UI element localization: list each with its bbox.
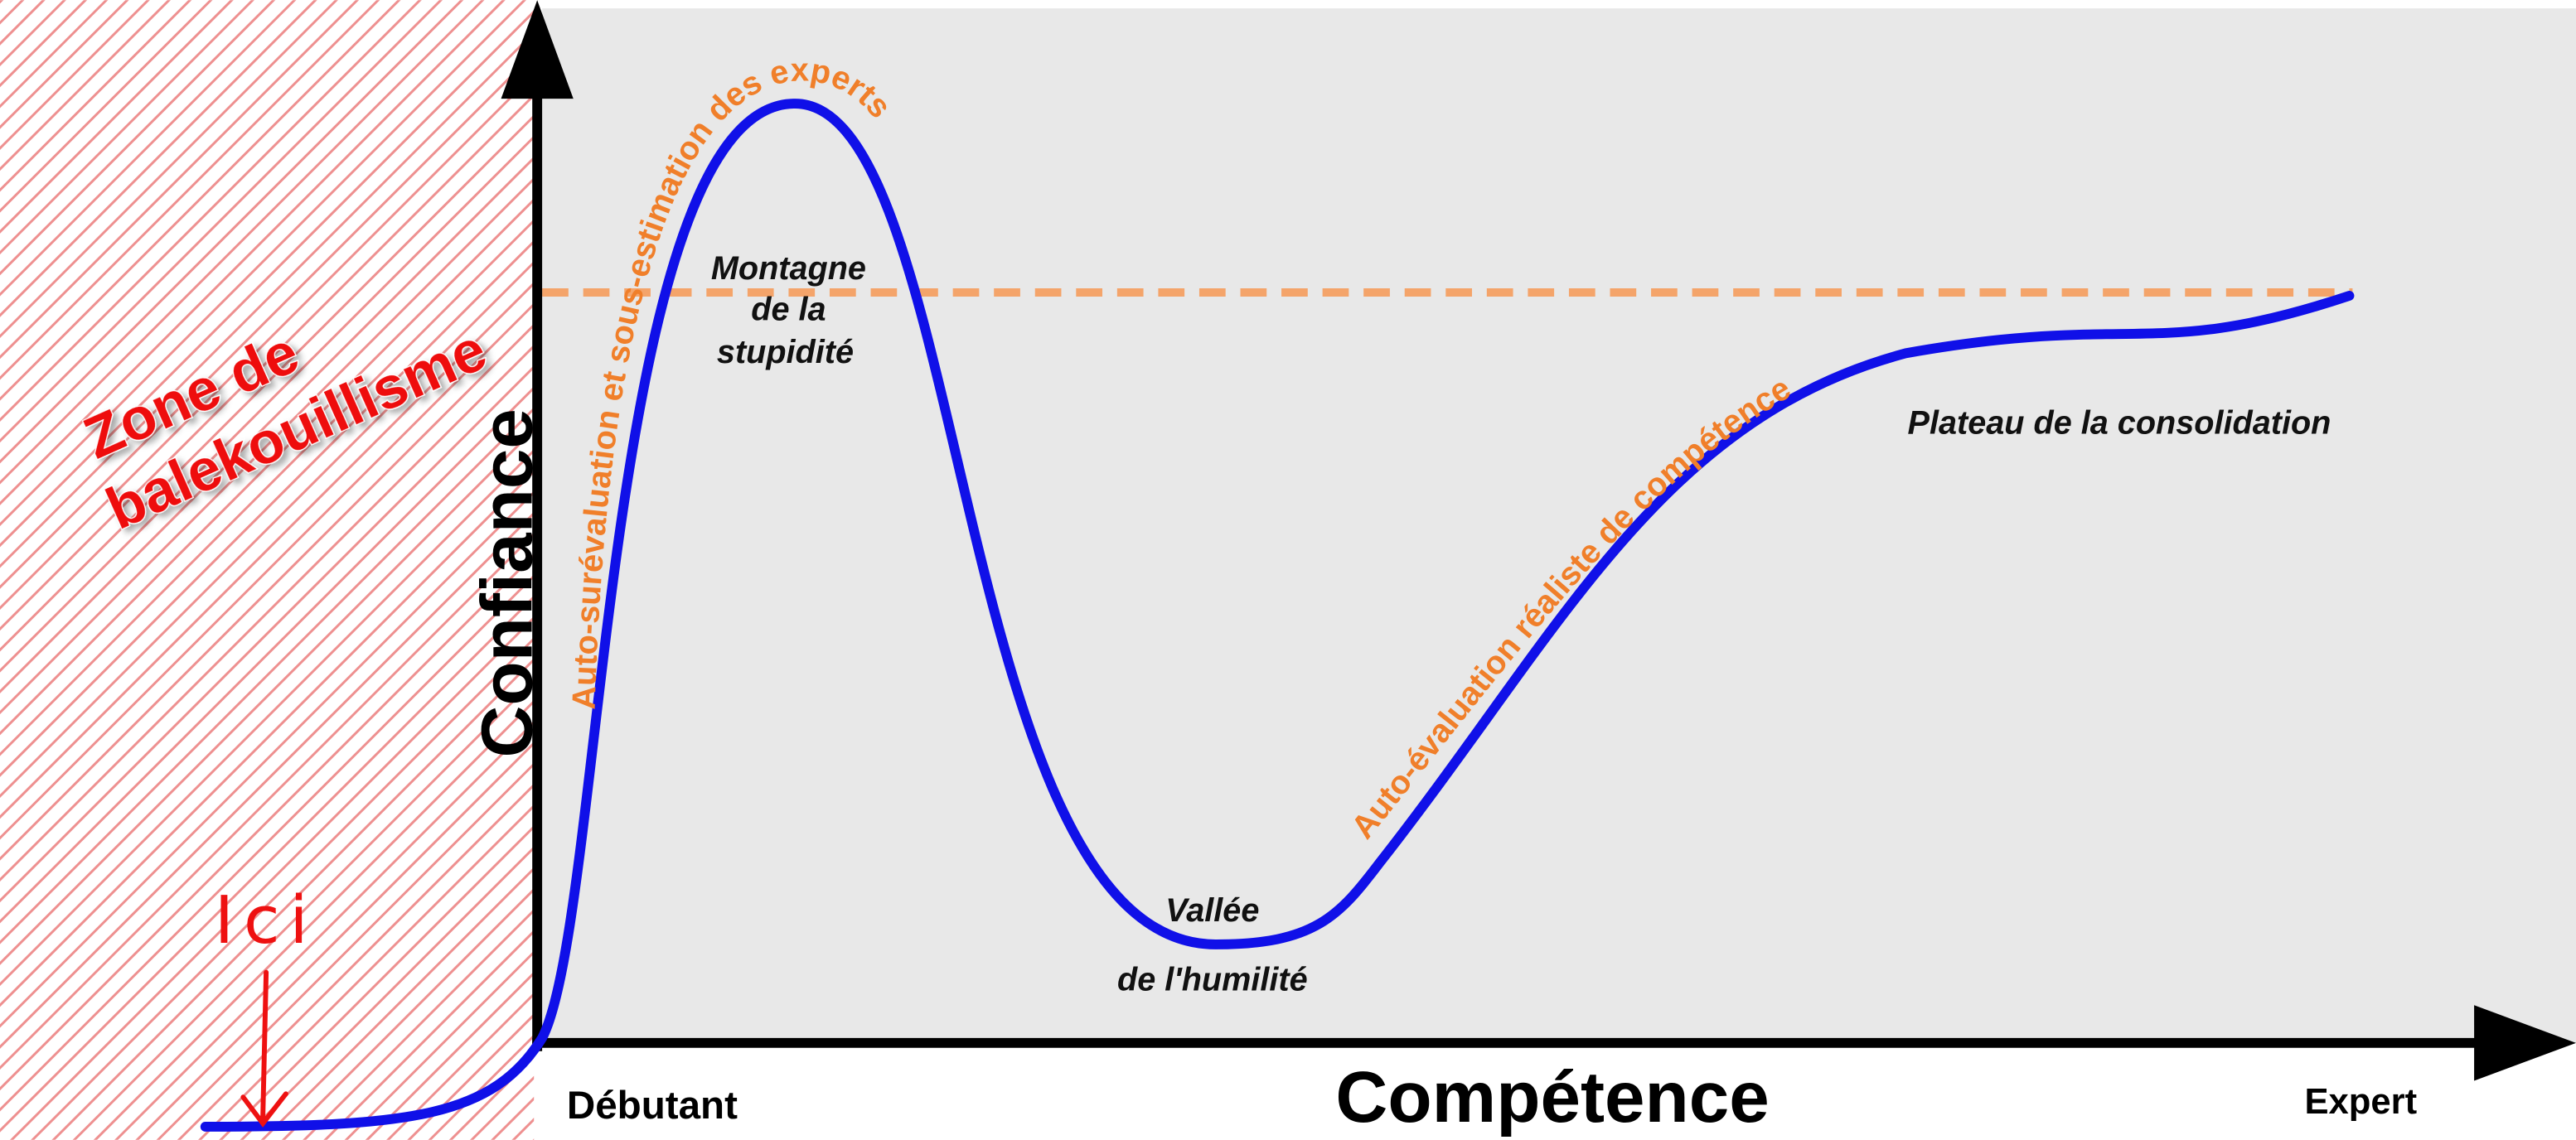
x-axis-arrow [2474, 1005, 2576, 1081]
marker-label: Ici [215, 882, 318, 959]
peak-label: stupidité [717, 334, 854, 370]
peak-label: Montagne [711, 250, 866, 287]
y-axis-arrow [501, 0, 574, 99]
valley-label: de l'humilité [1117, 961, 1308, 998]
confidence-curve [200, 99, 2355, 1132]
zone-hatch [0, 0, 535, 1140]
valley-label: Vallée [1165, 892, 1259, 929]
x-end-label: Expert [2304, 1082, 2417, 1122]
plot-background [542, 8, 2576, 1043]
peak-label: de la [751, 292, 826, 328]
plateau-label: Plateau de la consolidation [1908, 404, 2331, 441]
x-axis-label: Compétence [1335, 1057, 1769, 1138]
x-start-label: Débutant [567, 1084, 738, 1128]
marker-arrow [240, 969, 288, 1128]
y-axis-label: Confiance [467, 408, 547, 758]
